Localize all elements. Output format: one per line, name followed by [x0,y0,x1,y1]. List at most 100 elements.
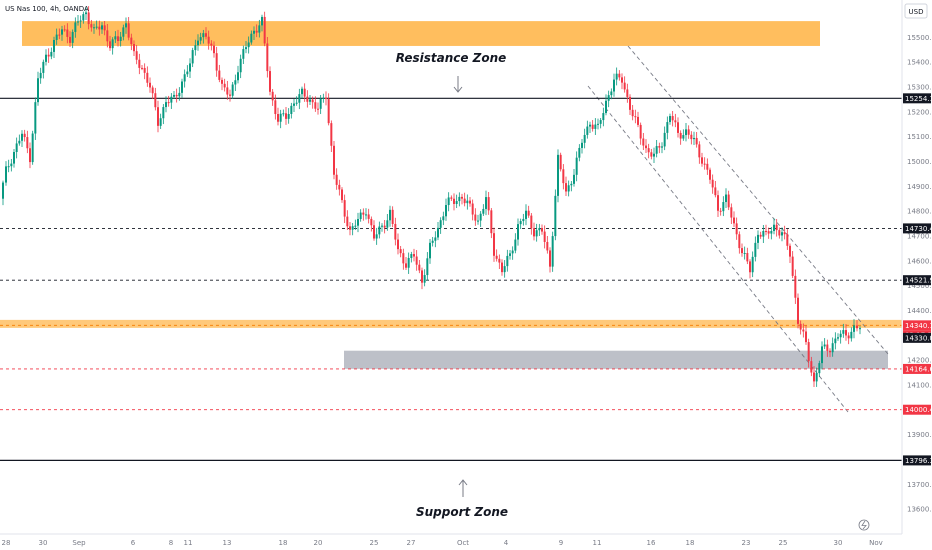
candle[interactable] [605,94,607,116]
candle[interactable] [522,213,525,226]
candle[interactable] [26,130,29,154]
candle[interactable] [402,248,405,270]
candle[interactable] [621,73,623,90]
candle[interactable] [823,338,826,350]
candle[interactable] [623,76,626,93]
candle[interactable] [189,58,191,78]
candle[interactable] [378,221,381,239]
candle[interactable] [58,28,61,40]
candle[interactable] [413,248,415,262]
candle[interactable] [746,247,749,265]
candle[interactable] [495,249,498,262]
candle[interactable] [615,67,618,86]
candle[interactable] [159,113,162,130]
candle[interactable] [722,196,725,217]
candle[interactable] [618,70,621,81]
candle[interactable] [391,206,394,228]
candle[interactable] [5,161,7,186]
candle[interactable] [13,149,15,168]
candle[interactable] [317,102,319,115]
candle[interactable] [287,108,290,124]
candle[interactable] [725,188,727,209]
candle[interactable] [639,122,642,145]
candle[interactable] [559,152,562,172]
candle[interactable] [765,224,767,236]
candle[interactable] [541,224,543,235]
candle[interactable] [695,131,698,148]
candle[interactable] [50,47,53,60]
candle[interactable] [45,49,47,66]
candle[interactable] [285,107,287,125]
candle[interactable] [730,203,733,225]
candle[interactable] [650,148,653,160]
candle[interactable] [714,180,717,198]
candle[interactable] [415,250,418,271]
candle[interactable] [250,30,253,45]
candle[interactable] [637,111,639,128]
candle[interactable] [141,64,143,71]
candle[interactable] [626,83,629,103]
candle[interactable] [663,126,666,151]
candle[interactable] [133,40,135,57]
candle[interactable] [397,233,399,255]
candle[interactable] [453,193,455,211]
candle[interactable] [599,117,602,129]
candle[interactable] [213,41,215,58]
candle[interactable] [658,142,661,154]
candle[interactable] [135,44,138,65]
candle[interactable] [679,130,682,145]
candle[interactable] [34,97,37,140]
candle[interactable] [589,121,591,133]
candle[interactable] [751,251,754,278]
candle[interactable] [701,152,703,167]
candle[interactable] [743,246,746,260]
candle[interactable] [103,20,106,36]
candle[interactable] [223,78,226,92]
candle[interactable] [295,96,298,106]
candle[interactable] [517,218,519,246]
candle[interactable] [845,324,847,341]
candle[interactable] [583,128,586,149]
candle[interactable] [21,130,23,147]
candle[interactable] [805,325,807,345]
candle[interactable] [735,217,738,240]
candle[interactable] [538,223,541,237]
candle[interactable] [853,319,855,339]
candle[interactable] [63,25,66,32]
candle[interactable] [157,100,159,133]
candle[interactable] [106,23,109,48]
candle[interactable] [791,251,794,279]
candle[interactable] [29,142,31,169]
candle[interactable] [839,330,842,344]
candle[interactable] [474,208,477,226]
candle[interactable] [802,323,805,338]
candle[interactable] [93,23,95,34]
candle[interactable] [471,199,474,221]
candle[interactable] [477,214,479,225]
candle[interactable] [237,65,239,84]
candle[interactable] [365,208,367,220]
candle[interactable] [653,147,655,164]
candle[interactable] [138,53,141,75]
candle[interactable] [327,93,330,126]
candle[interactable] [629,94,631,116]
candle[interactable] [778,227,781,239]
candle[interactable] [594,118,597,135]
candle[interactable] [418,259,421,274]
candle[interactable] [61,25,63,41]
candle[interactable] [298,88,301,110]
pivot-zone-band[interactable] [0,319,902,328]
candle[interactable] [754,236,757,262]
candle[interactable] [154,87,157,111]
candle[interactable] [202,29,205,44]
candle[interactable] [82,11,85,24]
candle[interactable] [109,35,111,51]
candle[interactable] [322,93,325,103]
candle[interactable] [386,213,389,231]
candle[interactable] [421,267,423,290]
candle[interactable] [162,104,165,125]
candle[interactable] [2,180,4,206]
candle[interactable] [247,36,250,54]
candle[interactable] [829,348,831,358]
candle[interactable] [234,74,237,91]
